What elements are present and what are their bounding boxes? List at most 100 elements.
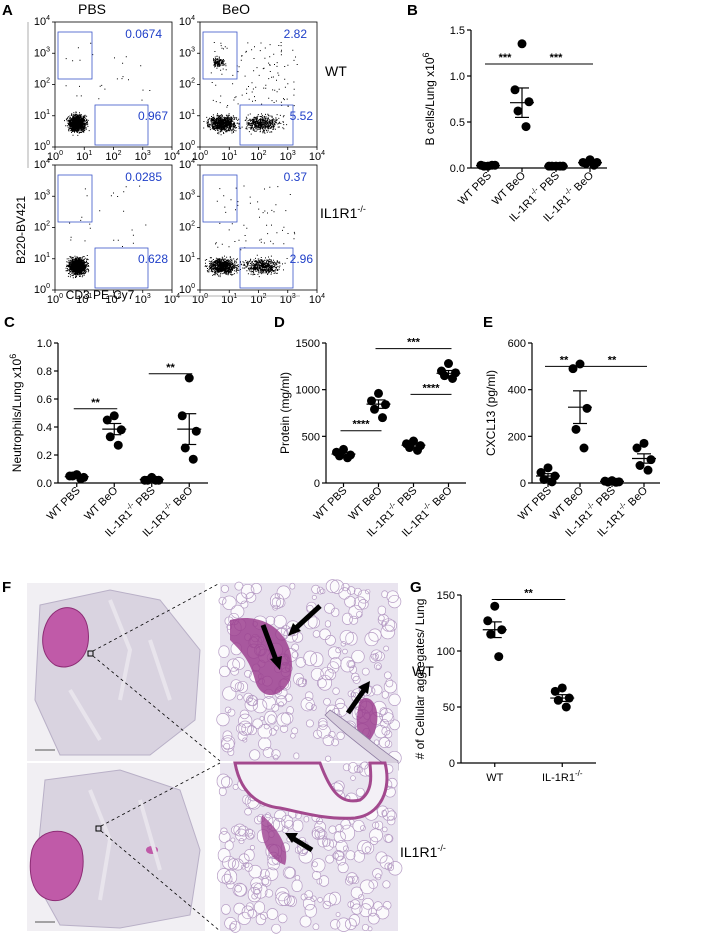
data-point bbox=[184, 373, 194, 383]
flow-x-tick-label: 102 bbox=[250, 293, 266, 306]
lung-section-wt bbox=[27, 583, 205, 761]
flow-y-tick-label: 101 bbox=[179, 252, 195, 265]
flow-x-tick-label: 101 bbox=[221, 293, 237, 306]
flow-x-tick-label: 103 bbox=[135, 293, 151, 306]
data-point bbox=[177, 411, 187, 421]
x-axis-title-cd3: CD3 PE-Cy7 bbox=[66, 288, 135, 302]
data-point bbox=[494, 652, 504, 662]
lung-section-il1r1 bbox=[27, 763, 205, 931]
y-tick-label: 1000 bbox=[296, 385, 320, 397]
data-point bbox=[643, 465, 653, 475]
data-point bbox=[561, 702, 571, 712]
data-point bbox=[557, 683, 567, 693]
zoom-connector-wt-top bbox=[92, 582, 221, 652]
panel-f: F WT bbox=[2, 579, 446, 934]
significance-label: **** bbox=[352, 419, 370, 431]
data-point bbox=[109, 411, 119, 421]
data-point bbox=[370, 404, 379, 414]
y-tick-label: 0.5 bbox=[450, 117, 465, 129]
data-point bbox=[405, 443, 414, 453]
flow-x-tick-label: 102 bbox=[250, 150, 266, 163]
flow-x-tick-label: 100 bbox=[47, 293, 63, 306]
y-tick-label: 1.0 bbox=[450, 71, 465, 83]
arrow-icon bbox=[345, 688, 367, 715]
zoom-box-wt bbox=[87, 650, 94, 657]
data-point bbox=[639, 438, 649, 448]
data-point bbox=[579, 443, 589, 453]
flow-y-tick-label: 102 bbox=[34, 221, 50, 234]
y-tick-label: 0 bbox=[520, 478, 526, 490]
gate-value-bottom: 2.96 bbox=[290, 252, 314, 266]
zoom-image-wt bbox=[216, 579, 402, 771]
arrow-icon bbox=[294, 604, 322, 630]
gate-t-cell bbox=[94, 104, 149, 146]
y-tick-label: 0.0 bbox=[450, 163, 465, 175]
data-point bbox=[113, 440, 123, 450]
x-category-label: WT BeO bbox=[82, 484, 120, 522]
panel-a: A PBS BeO WT IL1R1-/- 100100101101102102… bbox=[2, 1, 366, 306]
flow-y-tick-label: 102 bbox=[34, 78, 50, 91]
data-point bbox=[513, 106, 523, 116]
data-point bbox=[536, 468, 546, 477]
panel-letter: D bbox=[274, 314, 285, 331]
flow-y-tick-label: 102 bbox=[179, 221, 195, 234]
y-tick-label: 100 bbox=[437, 646, 455, 658]
data-point bbox=[553, 695, 563, 705]
y-tick-label: 500 bbox=[302, 431, 320, 443]
data-point bbox=[413, 445, 422, 455]
flow-x-tick-label: 100 bbox=[192, 293, 208, 306]
lung-section-il1r1-lobe-gaps bbox=[88, 789, 162, 901]
zoom-box-il1r1 bbox=[95, 825, 102, 832]
flow-x-tick-label: 100 bbox=[192, 150, 208, 163]
panel-letter: C bbox=[4, 314, 15, 331]
chart-g: G 0 50 100 150 # of Cellular aggregates/ Lung… bbox=[410, 579, 596, 784]
significance-label: ** bbox=[524, 587, 533, 599]
data-point bbox=[539, 475, 549, 484]
y-tick-label: 50 bbox=[443, 702, 455, 714]
y-tick-label: 600 bbox=[508, 338, 526, 350]
y-tick-label: 0.6 bbox=[37, 394, 52, 406]
y-tick-label: 0.8 bbox=[37, 366, 52, 378]
data-point bbox=[582, 403, 592, 413]
y-tick-label: 0.0 bbox=[37, 478, 52, 490]
x-category-label: IL-1R1-/- bbox=[542, 769, 583, 784]
column-label-pbs: PBS bbox=[78, 1, 106, 17]
y-axis-title: Neutrophils/Lung x106 bbox=[8, 354, 24, 472]
x-category-label: WT bbox=[486, 772, 503, 784]
significance-label: **** bbox=[422, 382, 440, 394]
flow-x-tick-label: 101 bbox=[76, 150, 92, 163]
lung-section-wt-heart bbox=[42, 607, 89, 668]
flow-x-tick-label: 104 bbox=[309, 150, 325, 163]
y-axis-title: # of Cellular aggregates/ Lung bbox=[413, 599, 427, 760]
y-tick-label: 400 bbox=[508, 385, 526, 397]
flow-x-tick-label: 103 bbox=[135, 150, 151, 163]
flow-y-tick-label: 103 bbox=[179, 189, 195, 202]
gate-value-top: 0.0674 bbox=[125, 27, 162, 41]
arrow-icon bbox=[260, 624, 279, 661]
flow-y-tick-label: 103 bbox=[179, 46, 195, 59]
data-point bbox=[188, 454, 198, 464]
row-label-f-wt: WT bbox=[412, 663, 434, 679]
zoom-connector-il1r1-bottom bbox=[100, 830, 221, 932]
row-label-f-il1r1: IL1R1-/- bbox=[400, 843, 446, 860]
flow-y-tick-label: 104 bbox=[179, 15, 195, 28]
y-axis-title: B cells/Lung x106 bbox=[421, 52, 437, 145]
gate-value-top: 0.37 bbox=[284, 170, 308, 184]
panel-letter: G bbox=[410, 579, 422, 596]
cell-aggregate-wt-1 bbox=[230, 618, 292, 695]
data-point bbox=[483, 616, 493, 626]
significance-label: ** bbox=[166, 362, 175, 374]
panel-letter: E bbox=[483, 314, 493, 331]
flow-x-tick-label: 101 bbox=[221, 150, 237, 163]
flow-y-tick-label: 102 bbox=[179, 78, 195, 91]
lung-section-il1r1-heart bbox=[29, 830, 84, 902]
y-tick-label: 0 bbox=[449, 758, 455, 770]
x-category-label: WT PBS bbox=[456, 170, 494, 208]
data-point bbox=[550, 686, 560, 696]
